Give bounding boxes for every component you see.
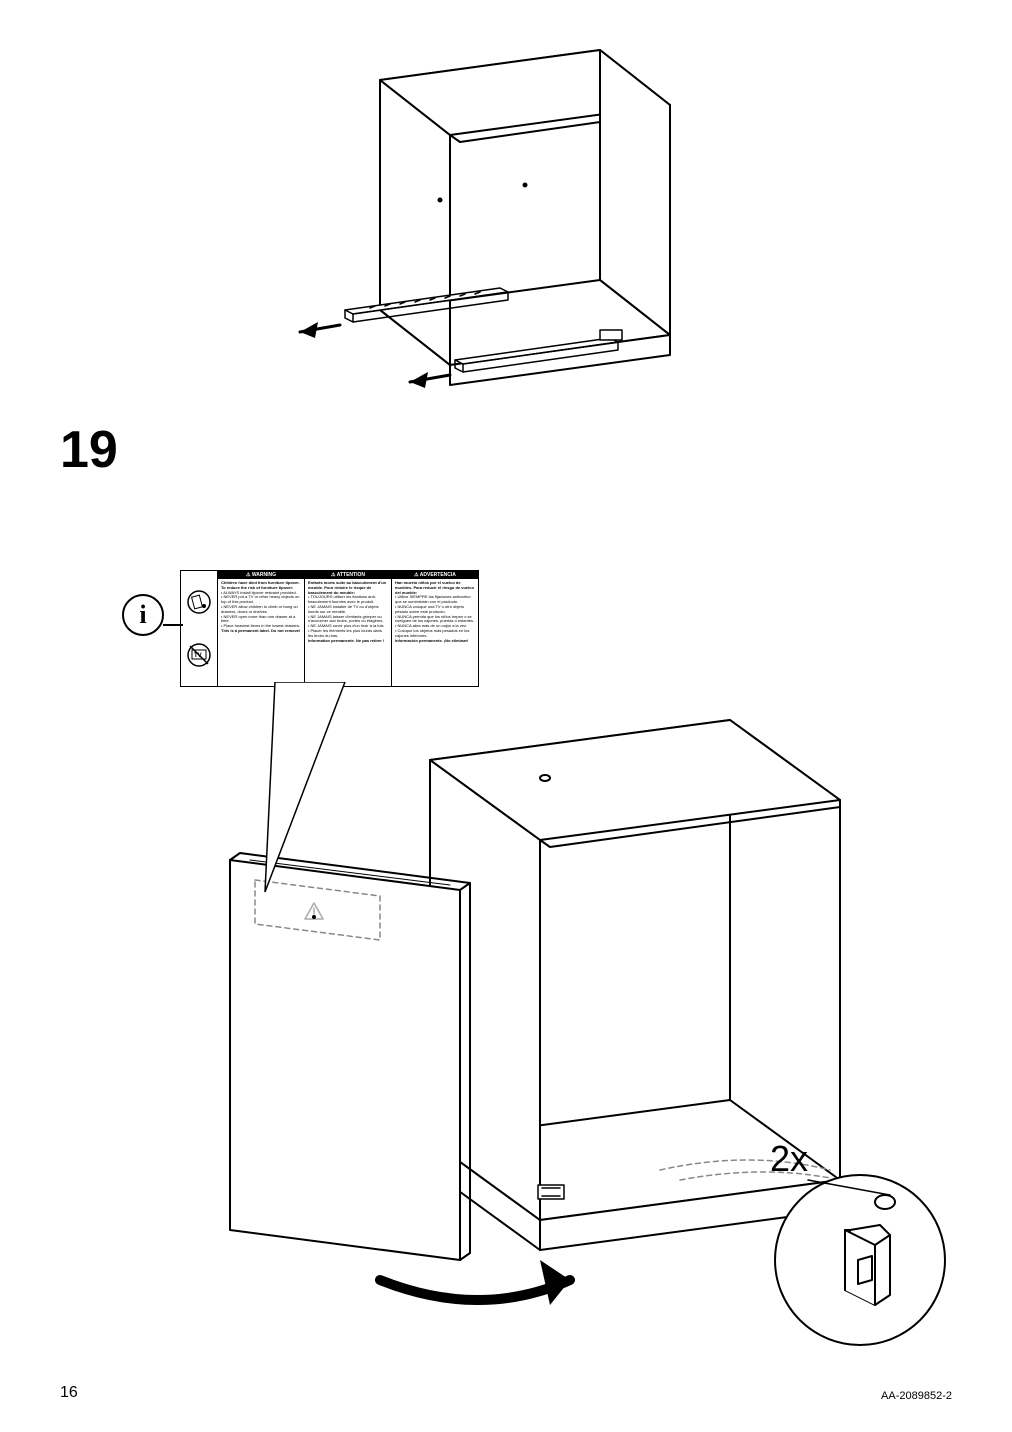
warning-col-es: ⚠ ADVERTENCIA Han muerto niños por el vu… xyxy=(392,571,478,686)
doc-reference: AA-2089852-2 xyxy=(881,1390,952,1402)
no-tv-icon: TV xyxy=(186,642,212,668)
info-badge-glyph: i xyxy=(139,600,146,630)
page-number: 16 xyxy=(60,1384,78,1402)
info-badge: i xyxy=(122,594,164,636)
warning-label-tail xyxy=(225,682,365,922)
warning-label-callout: TV ⚠ WARNING Children have died from fur… xyxy=(180,570,479,687)
instruction-page: 19 xyxy=(0,0,1012,1432)
leader-line xyxy=(158,610,218,640)
qty-label: 2x xyxy=(770,1138,808,1180)
figure-top-cabinet xyxy=(260,30,780,410)
step-number: 19 xyxy=(60,420,118,480)
warning-col-fr: ⚠ ATTENTION Enfants morts suite au bascu… xyxy=(305,571,392,686)
warning-col-en: ⚠ WARNING Children have died from furnit… xyxy=(218,571,305,686)
